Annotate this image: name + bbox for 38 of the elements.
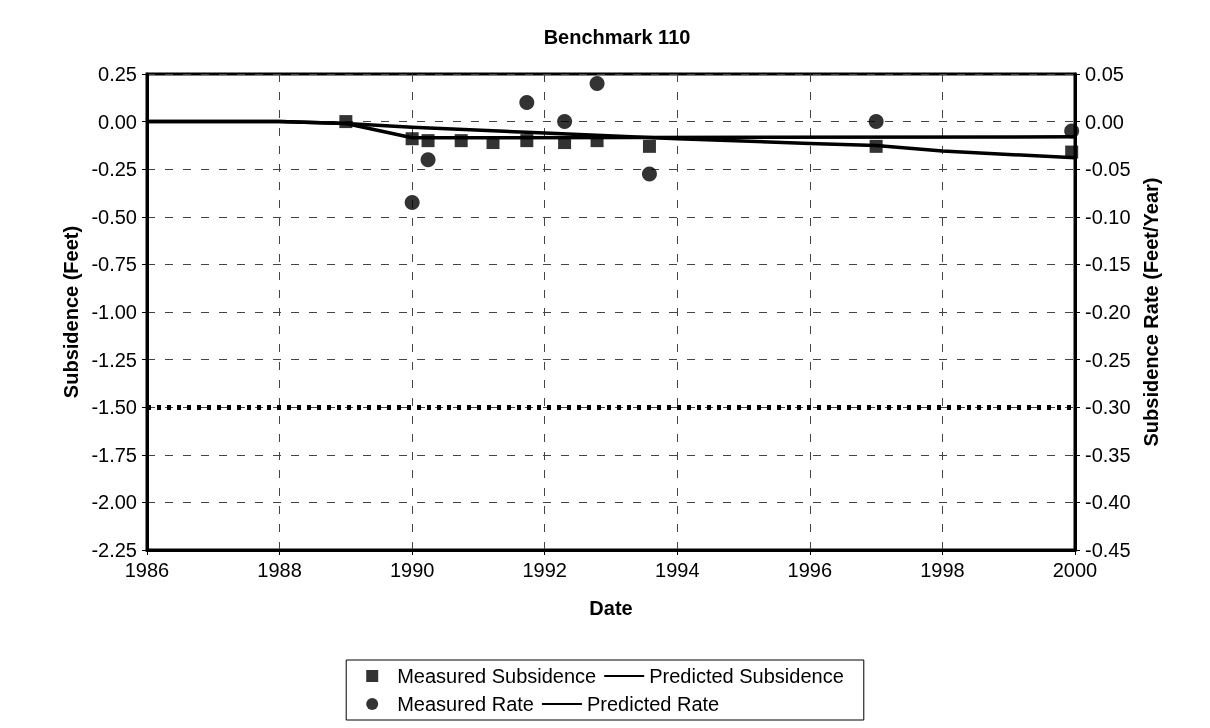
y2-tick-label: -0.25 bbox=[1085, 348, 1131, 371]
y2-axis-title: Subsidence Rate (Feet/Year) bbox=[1140, 177, 1163, 447]
x-tick-label: 1986 bbox=[124, 559, 170, 581]
y-tick-label: -1.00 bbox=[91, 301, 137, 323]
y-tick-label: -2.00 bbox=[91, 491, 137, 514]
x-axis-title: Date bbox=[589, 597, 633, 619]
y-tick-label: -2.25 bbox=[91, 539, 137, 561]
y-tick-label: -1.50 bbox=[91, 396, 137, 419]
y2-tick-label: -0.35 bbox=[1085, 443, 1131, 466]
y-tick-label: -1.25 bbox=[91, 348, 137, 371]
y2-tick-label: 0.05 bbox=[1085, 63, 1124, 85]
legend-label: Measured Rate bbox=[397, 693, 534, 715]
y2-tick-label: -0.20 bbox=[1085, 301, 1131, 323]
y-tick-label: 0.00 bbox=[98, 110, 137, 133]
x-tick-label: 1990 bbox=[389, 559, 435, 581]
y2-tick-label: -0.10 bbox=[1085, 205, 1131, 228]
x-tick-label: 1996 bbox=[787, 559, 833, 581]
x-tick-label: 1988 bbox=[257, 559, 302, 581]
legend-label: Predicted Subsidence bbox=[649, 665, 844, 687]
y2-tick-label: -0.45 bbox=[1085, 539, 1131, 561]
x-tick-label: 1998 bbox=[920, 559, 965, 581]
y-axis-title: Subsidence (Feet) bbox=[59, 225, 82, 399]
y2-tick-label: -0.15 bbox=[1085, 253, 1131, 276]
y-tick-label: 0.25 bbox=[98, 63, 137, 85]
y-tick-label: -0.75 bbox=[91, 253, 137, 276]
y-tick-label: -0.25 bbox=[91, 158, 137, 181]
y2-tick-label: 0.00 bbox=[1085, 110, 1124, 133]
legend-label: Measured Subsidence bbox=[397, 665, 597, 687]
y2-tick-label: -0.05 bbox=[1085, 158, 1131, 181]
chart-title: Benchmark 110 bbox=[543, 26, 691, 48]
legend-label: Predicted Rate bbox=[586, 693, 720, 715]
x-tick-label: 2000 bbox=[1052, 559, 1098, 581]
y2-tick-label: -0.30 bbox=[1085, 396, 1131, 419]
y2-tick-label: -0.40 bbox=[1085, 491, 1131, 514]
y-tick-label: -0.50 bbox=[91, 205, 137, 228]
x-tick-label: 1994 bbox=[655, 559, 700, 581]
x-tick-label: 1992 bbox=[522, 559, 567, 581]
y-tick-label: -1.75 bbox=[91, 443, 137, 466]
